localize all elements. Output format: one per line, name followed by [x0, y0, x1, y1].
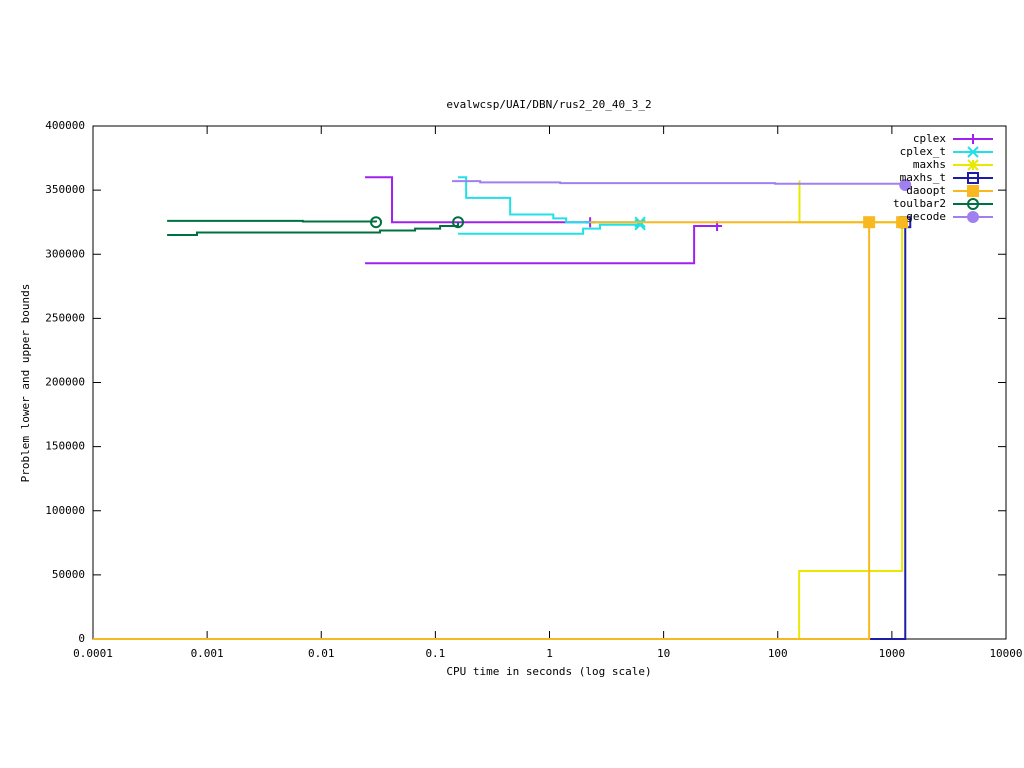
series-line [458, 176, 641, 224]
x-tick-label: 0.01 [308, 647, 335, 660]
legend-label: gecode [906, 210, 946, 223]
x-tick-label: 0.0001 [73, 647, 113, 660]
series-line [93, 222, 871, 640]
x-tick-label: 1000 [879, 647, 906, 660]
y-tick-label: 350000 [45, 183, 85, 196]
y-tick-label: 0 [78, 632, 85, 645]
series-line [167, 219, 378, 223]
series-line [452, 180, 907, 185]
series-line [365, 176, 591, 224]
x-tick-label: 0.001 [191, 647, 224, 660]
x-tick-label: 100 [768, 647, 788, 660]
legend-label: maxhs_t [900, 171, 946, 184]
x-tick-label: 0.1 [425, 647, 445, 660]
y-tick-label: 250000 [45, 311, 85, 324]
series-line [458, 223, 641, 235]
legend-label: toulbar2 [893, 197, 946, 210]
legend-marker [967, 198, 979, 210]
series-line [93, 222, 904, 640]
legend-marker [967, 146, 979, 158]
series-line [167, 222, 460, 237]
legend-label: daoopt [906, 184, 946, 197]
y-tick-label: 150000 [45, 440, 85, 453]
y-tick-label: 50000 [52, 568, 85, 581]
legend-marker [967, 159, 979, 171]
point-marker [899, 178, 912, 191]
point-marker [452, 216, 465, 229]
x-tick-label: 10 [657, 647, 670, 660]
y-tick-label: 400000 [45, 119, 85, 132]
point-marker [896, 216, 909, 229]
legend-marker [967, 185, 979, 197]
y-axis-label: Problem lower and upper bounds [19, 284, 32, 483]
y-tick-label: 300000 [45, 247, 85, 260]
legend-label: cplex_t [900, 145, 946, 158]
y-tick-label: 100000 [45, 504, 85, 517]
series-line [798, 180, 903, 224]
series-line [93, 222, 907, 640]
x-tick-label: 10000 [989, 647, 1022, 660]
y-tick-label: 200000 [45, 376, 85, 389]
legend-label: maxhs [913, 158, 946, 171]
legend-marker [967, 211, 979, 223]
legend-label: cplex [913, 132, 946, 145]
point-marker [370, 216, 383, 229]
x-axis-label: CPU time in seconds (log scale) [446, 665, 651, 678]
chart-title: evalwcsp/UAI/DBN/rus2_20_40_3_2 [446, 98, 651, 111]
legend-marker [968, 134, 978, 144]
legend-marker [967, 172, 979, 184]
x-tick-label: 1 [546, 647, 553, 660]
point-marker [863, 216, 876, 229]
series-line [365, 225, 718, 265]
